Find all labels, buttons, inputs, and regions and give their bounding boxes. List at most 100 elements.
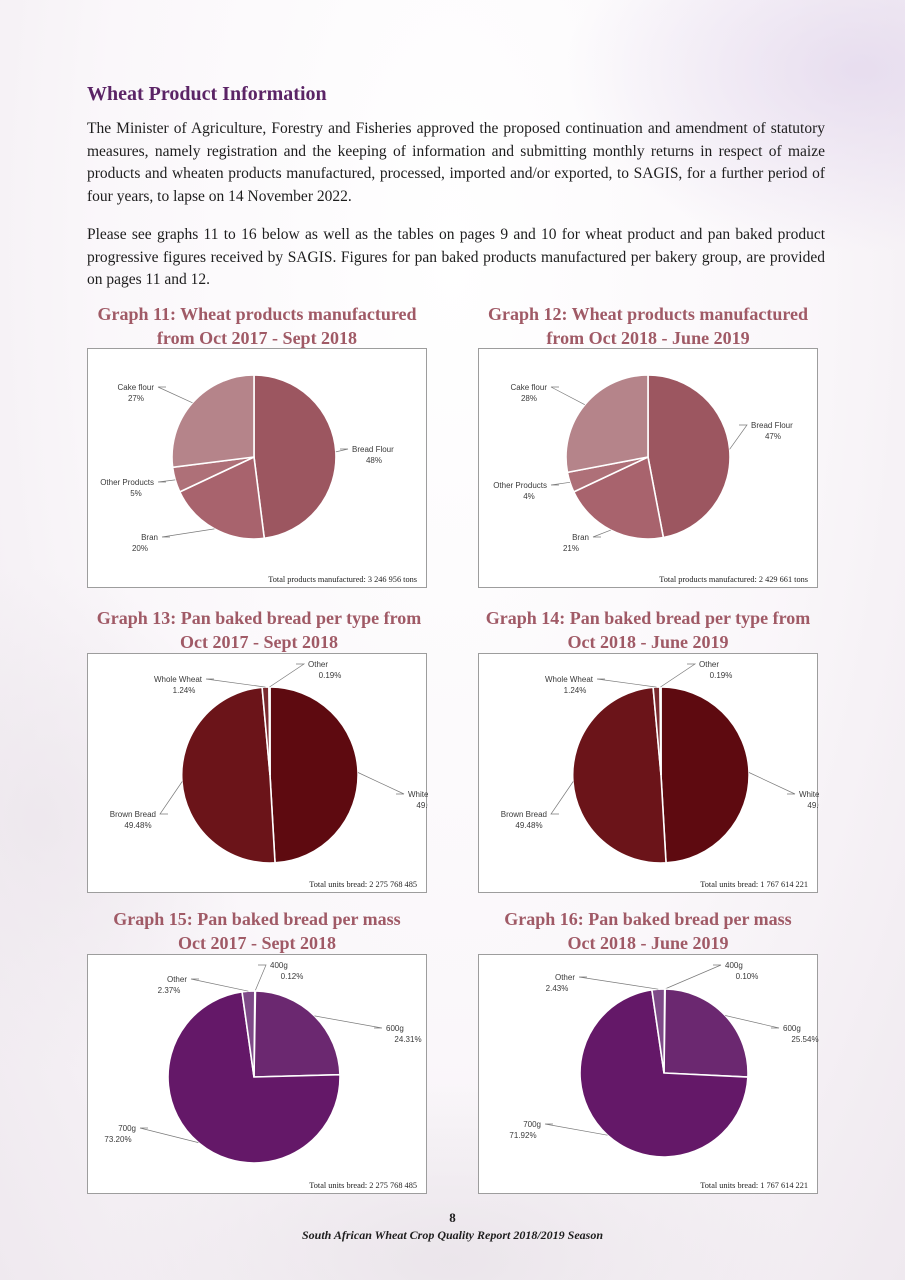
graph-15-chart: 400g 0.12% 600g 24.31% 700g 73.20% Other 2.37% …	[87, 954, 427, 1194]
leader-line	[578, 976, 659, 990]
graph-15-pie: 400g 0.12% 600g 24.31% 700g 73.20% Other 2.37%	[104, 961, 422, 1164]
leader-line	[269, 663, 306, 688]
slice-category-label: 400g	[270, 961, 288, 970]
slice-value-label: 73.20%	[104, 1135, 131, 1144]
slice-value-label: 49.09%	[416, 801, 428, 810]
slice-category-label: Brown Bread	[501, 810, 547, 819]
slice-category-label: Whole Wheat	[545, 675, 594, 684]
graph-12-title-line1: Graph 12: Wheat products manufactured	[487, 304, 809, 324]
slice-category-label: Other	[699, 660, 719, 669]
graph-13-title-line2: Oct 2017 - Sept 2018	[180, 632, 338, 652]
slice-category-label: Bran	[572, 533, 589, 542]
intro-paragraph: The Minister of Agriculture, Forestry an…	[87, 120, 825, 205]
leader-line	[205, 678, 266, 688]
leader-line	[592, 529, 611, 538]
slice-value-label: 4%	[523, 492, 535, 501]
leader-line	[550, 386, 585, 406]
pie-slice-other	[659, 686, 662, 776]
pie-slice-cake-flour	[171, 374, 255, 469]
leader-line	[729, 424, 748, 450]
pie-slice-brown-bread	[180, 686, 276, 864]
leader-line	[139, 1127, 199, 1143]
slice-category-label: Other	[555, 973, 575, 982]
slice-value-label: 71.92%	[509, 1131, 536, 1140]
graph-16-pie: 400g 0.10% 600g 25.54% 700g 71.92% Other 2.43%	[509, 961, 819, 1158]
slice-value-label: 27%	[128, 394, 144, 403]
graph-11-title: Graph 11: Wheat products manufactured fr…	[47, 302, 467, 350]
leader-line	[254, 964, 267, 992]
slice-category-label: White Bread	[408, 790, 428, 799]
slice-category-label: Other Products	[493, 481, 547, 490]
slice-value-label: 48%	[366, 456, 382, 465]
slice-category-label: Bran	[141, 533, 158, 542]
graph-13-title: Graph 13: Pan baked bread per type from …	[49, 606, 469, 654]
pie-slice-white-bread	[269, 686, 359, 864]
pie-slice-bread-flour	[647, 374, 731, 539]
leader-line	[596, 678, 657, 688]
slice-value-label: 47%	[765, 432, 781, 441]
graph-12-pie: Bread Flour 47% Bran 21% Other Products 4% Cak…	[493, 374, 793, 553]
graph-11-title-line1: Graph 11: Wheat products manufactured	[97, 304, 417, 324]
leader-line	[157, 386, 193, 404]
leader-line	[357, 772, 405, 795]
slice-value-label: 49.09%	[807, 801, 819, 810]
graph-12-chart: Bread Flour 47% Bran 21% Other Products 4% Cak…	[478, 348, 818, 588]
slice-value-label: 49.48%	[515, 821, 542, 830]
slice-category-label: Brown Bread	[110, 810, 156, 819]
leader-line	[314, 1015, 383, 1029]
leader-line	[161, 528, 215, 538]
graphs-reference-paragraph: Please see graphs 11 to 16 below as well…	[87, 226, 825, 288]
slice-category-label: 400g	[725, 961, 743, 970]
slice-value-label: 2.37%	[158, 986, 181, 995]
graph-11-total: Total products manufactured: 3 246 956 t…	[268, 575, 417, 584]
pie-slice-700g	[579, 988, 749, 1158]
graph-13-title-line1: Graph 13: Pan baked bread per type from	[96, 608, 422, 628]
graph-16-title-line2: Oct 2018 - June 2019	[567, 933, 729, 953]
graph-11-title-line2: from Oct 2017 - Sept 2018	[156, 328, 358, 348]
slice-category-label: Other	[308, 660, 328, 669]
pie-slice-bran	[572, 455, 665, 540]
slice-category-label: 600g	[386, 1024, 404, 1033]
graph-15-total: Total units bread: 2 275 768 485	[309, 1181, 417, 1190]
slice-category-label: Cake flour	[118, 383, 155, 392]
graph-13-pie: White Bread 49.09% Brown Bread 49.48% Whole …	[110, 660, 428, 864]
slice-value-label: 1.24%	[173, 686, 196, 695]
slice-category-label: Bread Flour	[751, 421, 793, 430]
leader-line	[550, 481, 571, 486]
leader-line	[544, 1123, 608, 1136]
slice-category-label: Cake flour	[511, 383, 548, 392]
graph-15-title-line2: Oct 2017 - Sept 2018	[178, 933, 336, 953]
slice-value-label: 21%	[563, 544, 579, 553]
slice-category-label: Bread Flour	[352, 445, 394, 454]
leader-line	[660, 663, 697, 688]
leader-line	[159, 781, 183, 815]
slice-category-label: Other	[167, 975, 187, 984]
slice-value-label: 0.19%	[710, 671, 733, 680]
graph-11-pie: Bread Flour 48% Bran 20% Other Products 5% Cak…	[100, 374, 394, 553]
slice-value-label: 20%	[132, 544, 148, 553]
leader-line	[335, 448, 349, 453]
graph-14-chart: White Bread 49.09% Brown Bread 49.48% Whole …	[478, 653, 819, 893]
pie-slice-other	[241, 990, 256, 1078]
slice-category-label: 600g	[783, 1024, 801, 1033]
report-footer: South African Wheat Crop Quality Report …	[301, 1228, 604, 1242]
graph-14-title-line2: Oct 2018 - June 2019	[567, 632, 729, 652]
pie-slice-cake-flour	[565, 374, 649, 474]
pie-slice-white-bread	[660, 686, 750, 864]
graph-14-pie: White Bread 49.09% Brown Bread 49.48% Whole …	[501, 660, 819, 864]
graph-12-title-line2: from Oct 2018 - June 2019	[546, 328, 750, 348]
pie-slice-other	[268, 686, 271, 776]
pie-slice-700g	[167, 990, 341, 1164]
graph-14-title-line1: Graph 14: Pan baked bread per type from	[485, 608, 811, 628]
pie-slice-brown-bread	[571, 686, 667, 864]
graph-12-total: Total products manufactured: 2 429 661 t…	[659, 575, 808, 584]
graph-13-chart: White Bread 49.09% Brown Bread 49.48% Whole …	[87, 653, 428, 893]
leader-line	[550, 781, 574, 815]
slice-value-label: 0.19%	[319, 671, 342, 680]
leader-line	[190, 978, 249, 992]
graph-14-total: Total units bread: 1 767 614 221	[700, 880, 808, 889]
page-number: 8	[449, 1210, 456, 1225]
slice-value-label: 49.48%	[124, 821, 151, 830]
slice-value-label: 25.54%	[791, 1035, 818, 1044]
slice-value-label: 5%	[130, 489, 142, 498]
